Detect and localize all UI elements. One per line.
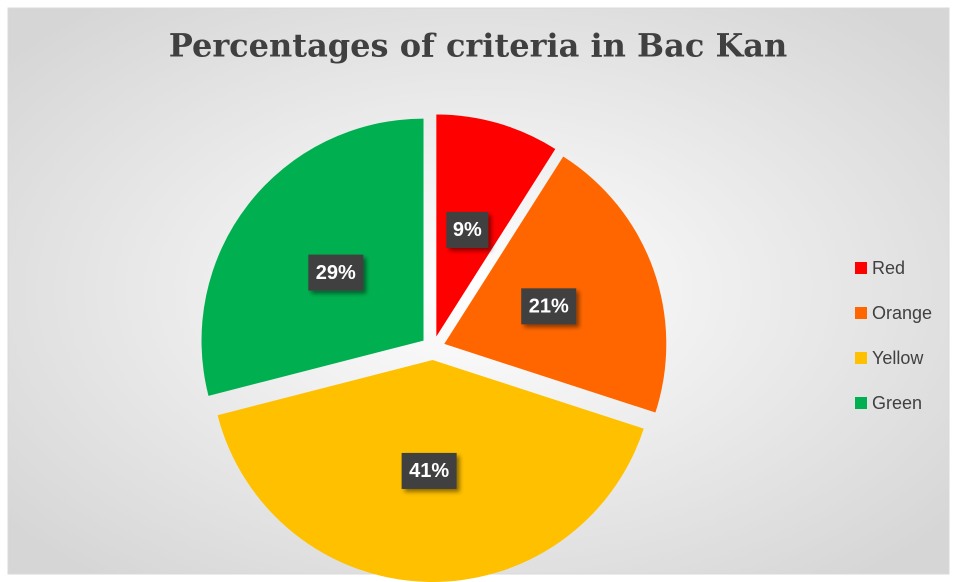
legend-label: Yellow bbox=[872, 348, 924, 368]
data-label-box bbox=[521, 288, 577, 325]
legend-swatch bbox=[855, 397, 867, 409]
legend-swatch bbox=[855, 352, 867, 364]
legend-label: Orange bbox=[872, 303, 932, 323]
data-label: 21% bbox=[529, 296, 569, 318]
legend-label: Green bbox=[872, 393, 922, 413]
legend-swatch bbox=[855, 262, 867, 274]
pie-slice bbox=[436, 114, 556, 337]
data-label: 41% bbox=[409, 460, 449, 482]
data-label: 9% bbox=[453, 219, 482, 241]
data-label-box bbox=[446, 211, 489, 248]
data-label: 29% bbox=[316, 262, 356, 284]
data-label-box bbox=[308, 254, 364, 291]
chart-title: Percentages of criteria in Bac Kan bbox=[169, 27, 788, 65]
legend-swatch bbox=[855, 307, 867, 319]
data-label-box bbox=[401, 452, 457, 489]
legend-label: Red bbox=[872, 258, 905, 278]
pie-slice bbox=[444, 156, 667, 413]
